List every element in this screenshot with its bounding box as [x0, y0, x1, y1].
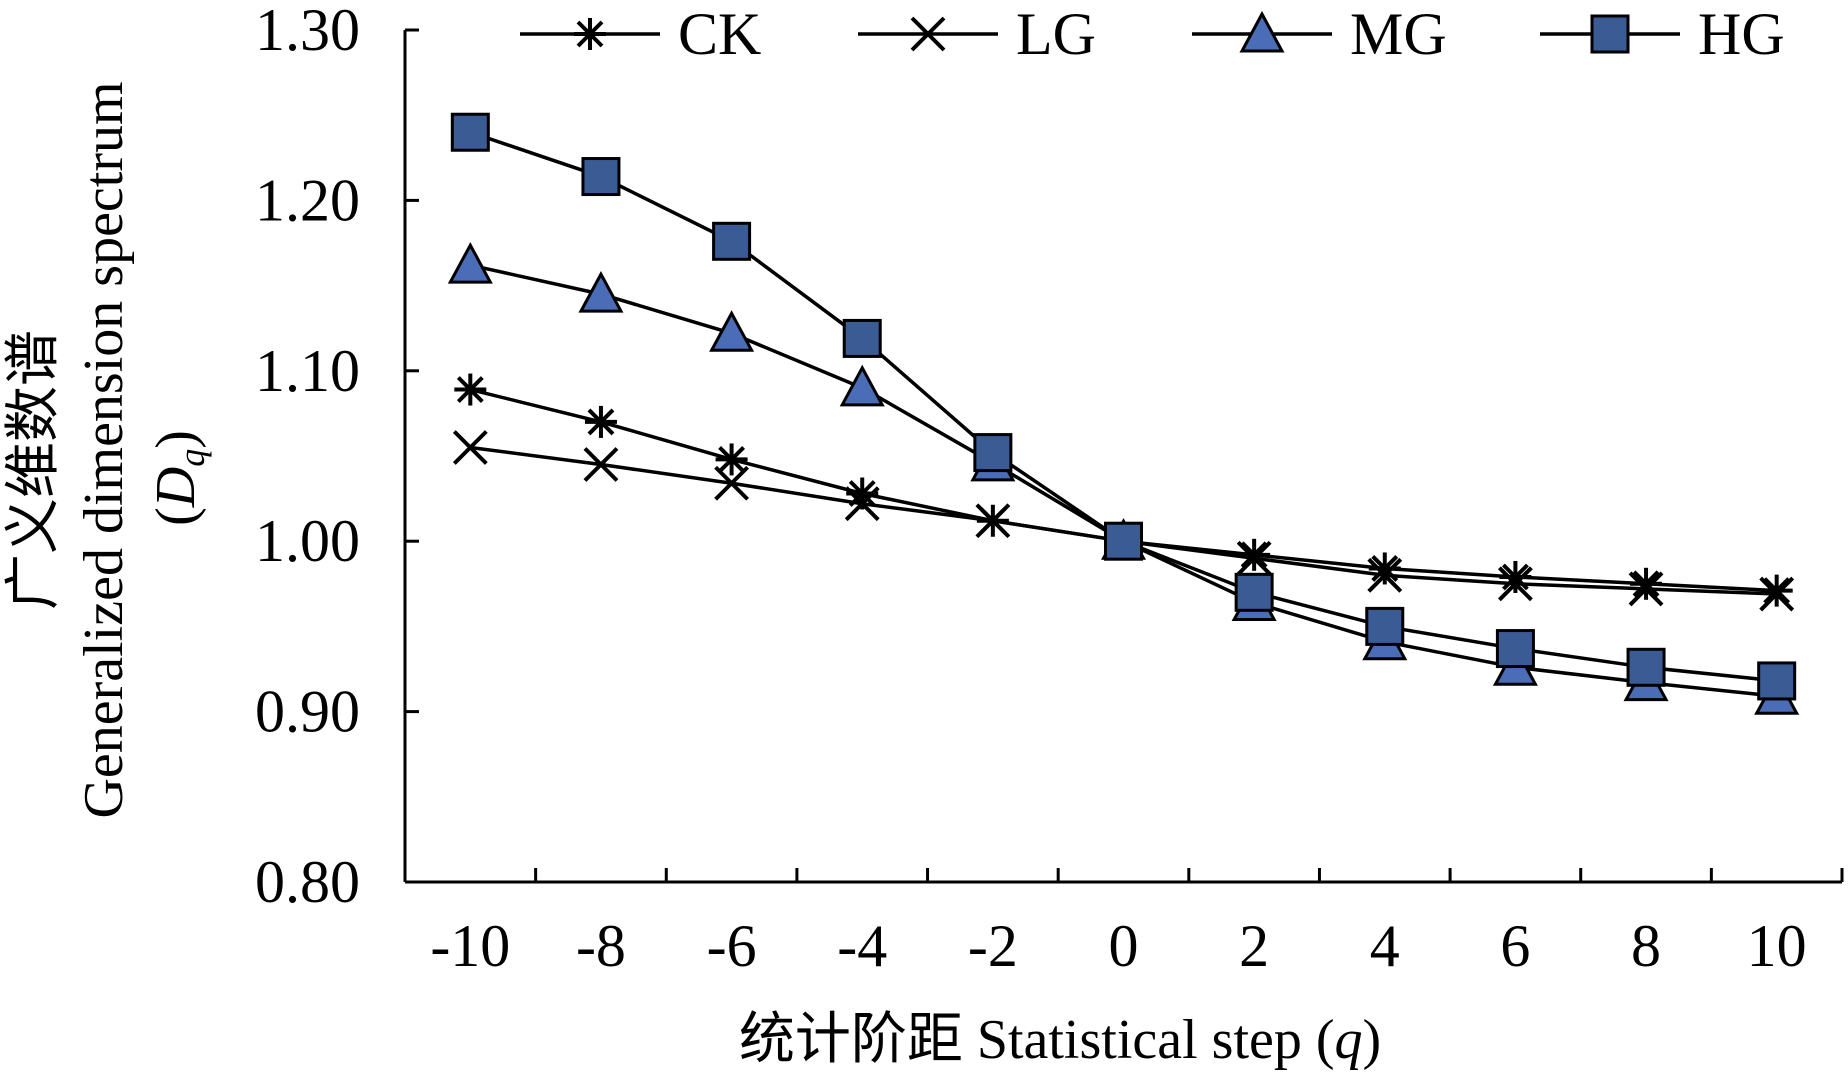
data-point-lg: [1236, 540, 1272, 576]
data-point-hg: [1104, 521, 1143, 561]
x-axis-title-main: 统计阶距 Statistical step (: [739, 1009, 1335, 1071]
legend-label-hg: HG: [1698, 1, 1785, 67]
data-point-mg: [447, 241, 493, 284]
data-point-ck: [1499, 560, 1532, 593]
series-layer: [447, 112, 1800, 715]
x-axis-title-close: ): [1363, 1009, 1382, 1071]
x-tick-label: -4: [837, 913, 887, 979]
data-point-mg: [578, 270, 624, 313]
y-tick-label: 1.20: [255, 167, 360, 233]
legend-marker-hg: [1590, 14, 1630, 54]
y-axis-title-var-close: ): [145, 430, 207, 449]
x-axis-title-var: q: [1335, 1009, 1363, 1071]
legend-label-mg: MG: [1350, 1, 1447, 67]
data-point-lg: [714, 465, 750, 501]
data-point-lg: [583, 447, 619, 482]
legend-label-ck: CK: [678, 1, 761, 67]
series-line-hg: [469, 130, 1777, 683]
legend-marker-ck: [574, 18, 606, 50]
x-tick-label: -8: [576, 913, 626, 979]
data-point-hg: [1495, 629, 1535, 669]
series-line-mg: [469, 263, 1777, 699]
data-point-lg: [975, 503, 1011, 539]
y-axis-ticks: 1.30 1.20 1.10 1.00 0.90 0.80: [255, 0, 419, 915]
x-axis-title: 统计阶距 Statistical step (q): [739, 1009, 1381, 1071]
data-point-hg: [581, 157, 621, 197]
x-tick-label: 4: [1370, 913, 1400, 979]
legend: CK LG MG HG: [520, 1, 1785, 67]
data-point-lg: [1367, 557, 1403, 593]
data-point-ck: [1630, 567, 1663, 600]
data-point-ck: [715, 443, 748, 476]
data-point-ck: [1238, 538, 1271, 571]
data-point-hg: [1365, 606, 1405, 646]
data-point-ck: [454, 373, 487, 406]
x-tick-label: -2: [968, 913, 1018, 979]
y-tick-label: 1.30: [255, 0, 360, 63]
y-tick-label: 0.90: [255, 679, 360, 745]
data-point-lg: [844, 486, 880, 522]
y-axis-title-en: Generalized dimension spectrum: [73, 81, 135, 818]
data-point-mg: [709, 310, 755, 352]
y-tick-label: 1.10: [255, 338, 360, 404]
data-point-lg: [1759, 576, 1795, 612]
x-tick-label: 8: [1631, 913, 1661, 979]
x-tick-label: 0: [1109, 913, 1139, 979]
data-point-mg: [839, 364, 885, 407]
data-point-lg: [1628, 571, 1664, 607]
legend-label-lg: LG: [1016, 1, 1096, 67]
data-point-ck: [584, 405, 617, 438]
data-point-hg: [450, 112, 490, 152]
x-tick-label: 6: [1500, 913, 1530, 979]
x-axis-ticks: -10 -8 -6 -4 -2 0 2 4 6 8 10: [430, 868, 1844, 979]
y-axis-title-var: (Dq): [145, 430, 212, 526]
x-tick-label: -6: [707, 913, 757, 979]
y-tick-label: 0.80: [255, 849, 360, 915]
data-point-hg: [973, 433, 1013, 473]
y-axis-title-cn: 广义维数谱: [3, 330, 65, 610]
y-tick-label: 1.00: [255, 508, 360, 574]
data-point-lg: [452, 430, 488, 465]
y-axis-title-var-sub: q: [172, 449, 212, 467]
y-axis-title-var-open: (: [145, 507, 207, 526]
data-point-lg: [1497, 566, 1533, 602]
legend-marker-mg: [1239, 10, 1285, 53]
y-axis-title-var-main: D: [145, 467, 207, 508]
data-point-ck: [1368, 552, 1401, 585]
data-point-hg: [1234, 572, 1274, 612]
x-tick-label: 10: [1747, 913, 1807, 979]
x-tick-label: 2: [1239, 913, 1269, 979]
data-point-hg: [1757, 661, 1797, 701]
data-point-ck: [1760, 574, 1793, 607]
x-tick-label: -10: [430, 913, 510, 979]
data-point-hg: [712, 221, 752, 261]
legend-marker-lg: [910, 16, 946, 52]
data-point-hg: [842, 318, 882, 358]
data-point-hg: [1626, 647, 1666, 687]
